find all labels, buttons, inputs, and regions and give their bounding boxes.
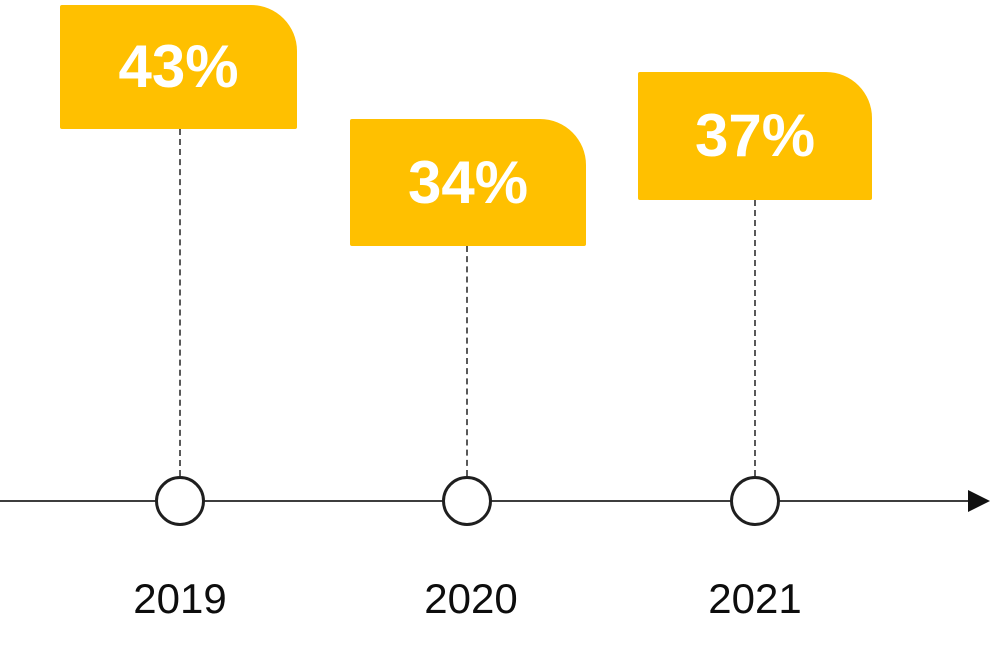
value-label-2021: 37% [694, 102, 816, 169]
milestone-marker-2020 [442, 476, 492, 526]
value-label-2020: 34% [407, 148, 529, 216]
value-callout-2019: 43% [60, 5, 297, 129]
year-label-2021: 2021 [708, 575, 802, 622]
milestone-marker-2021 [730, 476, 780, 526]
connector-line-2020 [466, 246, 468, 476]
year-label-2020: 2020 [424, 575, 518, 622]
milestone-marker-2019 [155, 476, 205, 526]
year-label-2019: 2019 [133, 575, 227, 622]
connector-line-2021 [754, 200, 756, 476]
axis-arrowhead-icon [968, 490, 990, 512]
value-label-2019: 43% [118, 33, 239, 100]
value-callout-2021: 37% [638, 72, 872, 200]
value-callout-2020: 34% [350, 119, 586, 246]
connector-line-2019 [179, 129, 181, 476]
